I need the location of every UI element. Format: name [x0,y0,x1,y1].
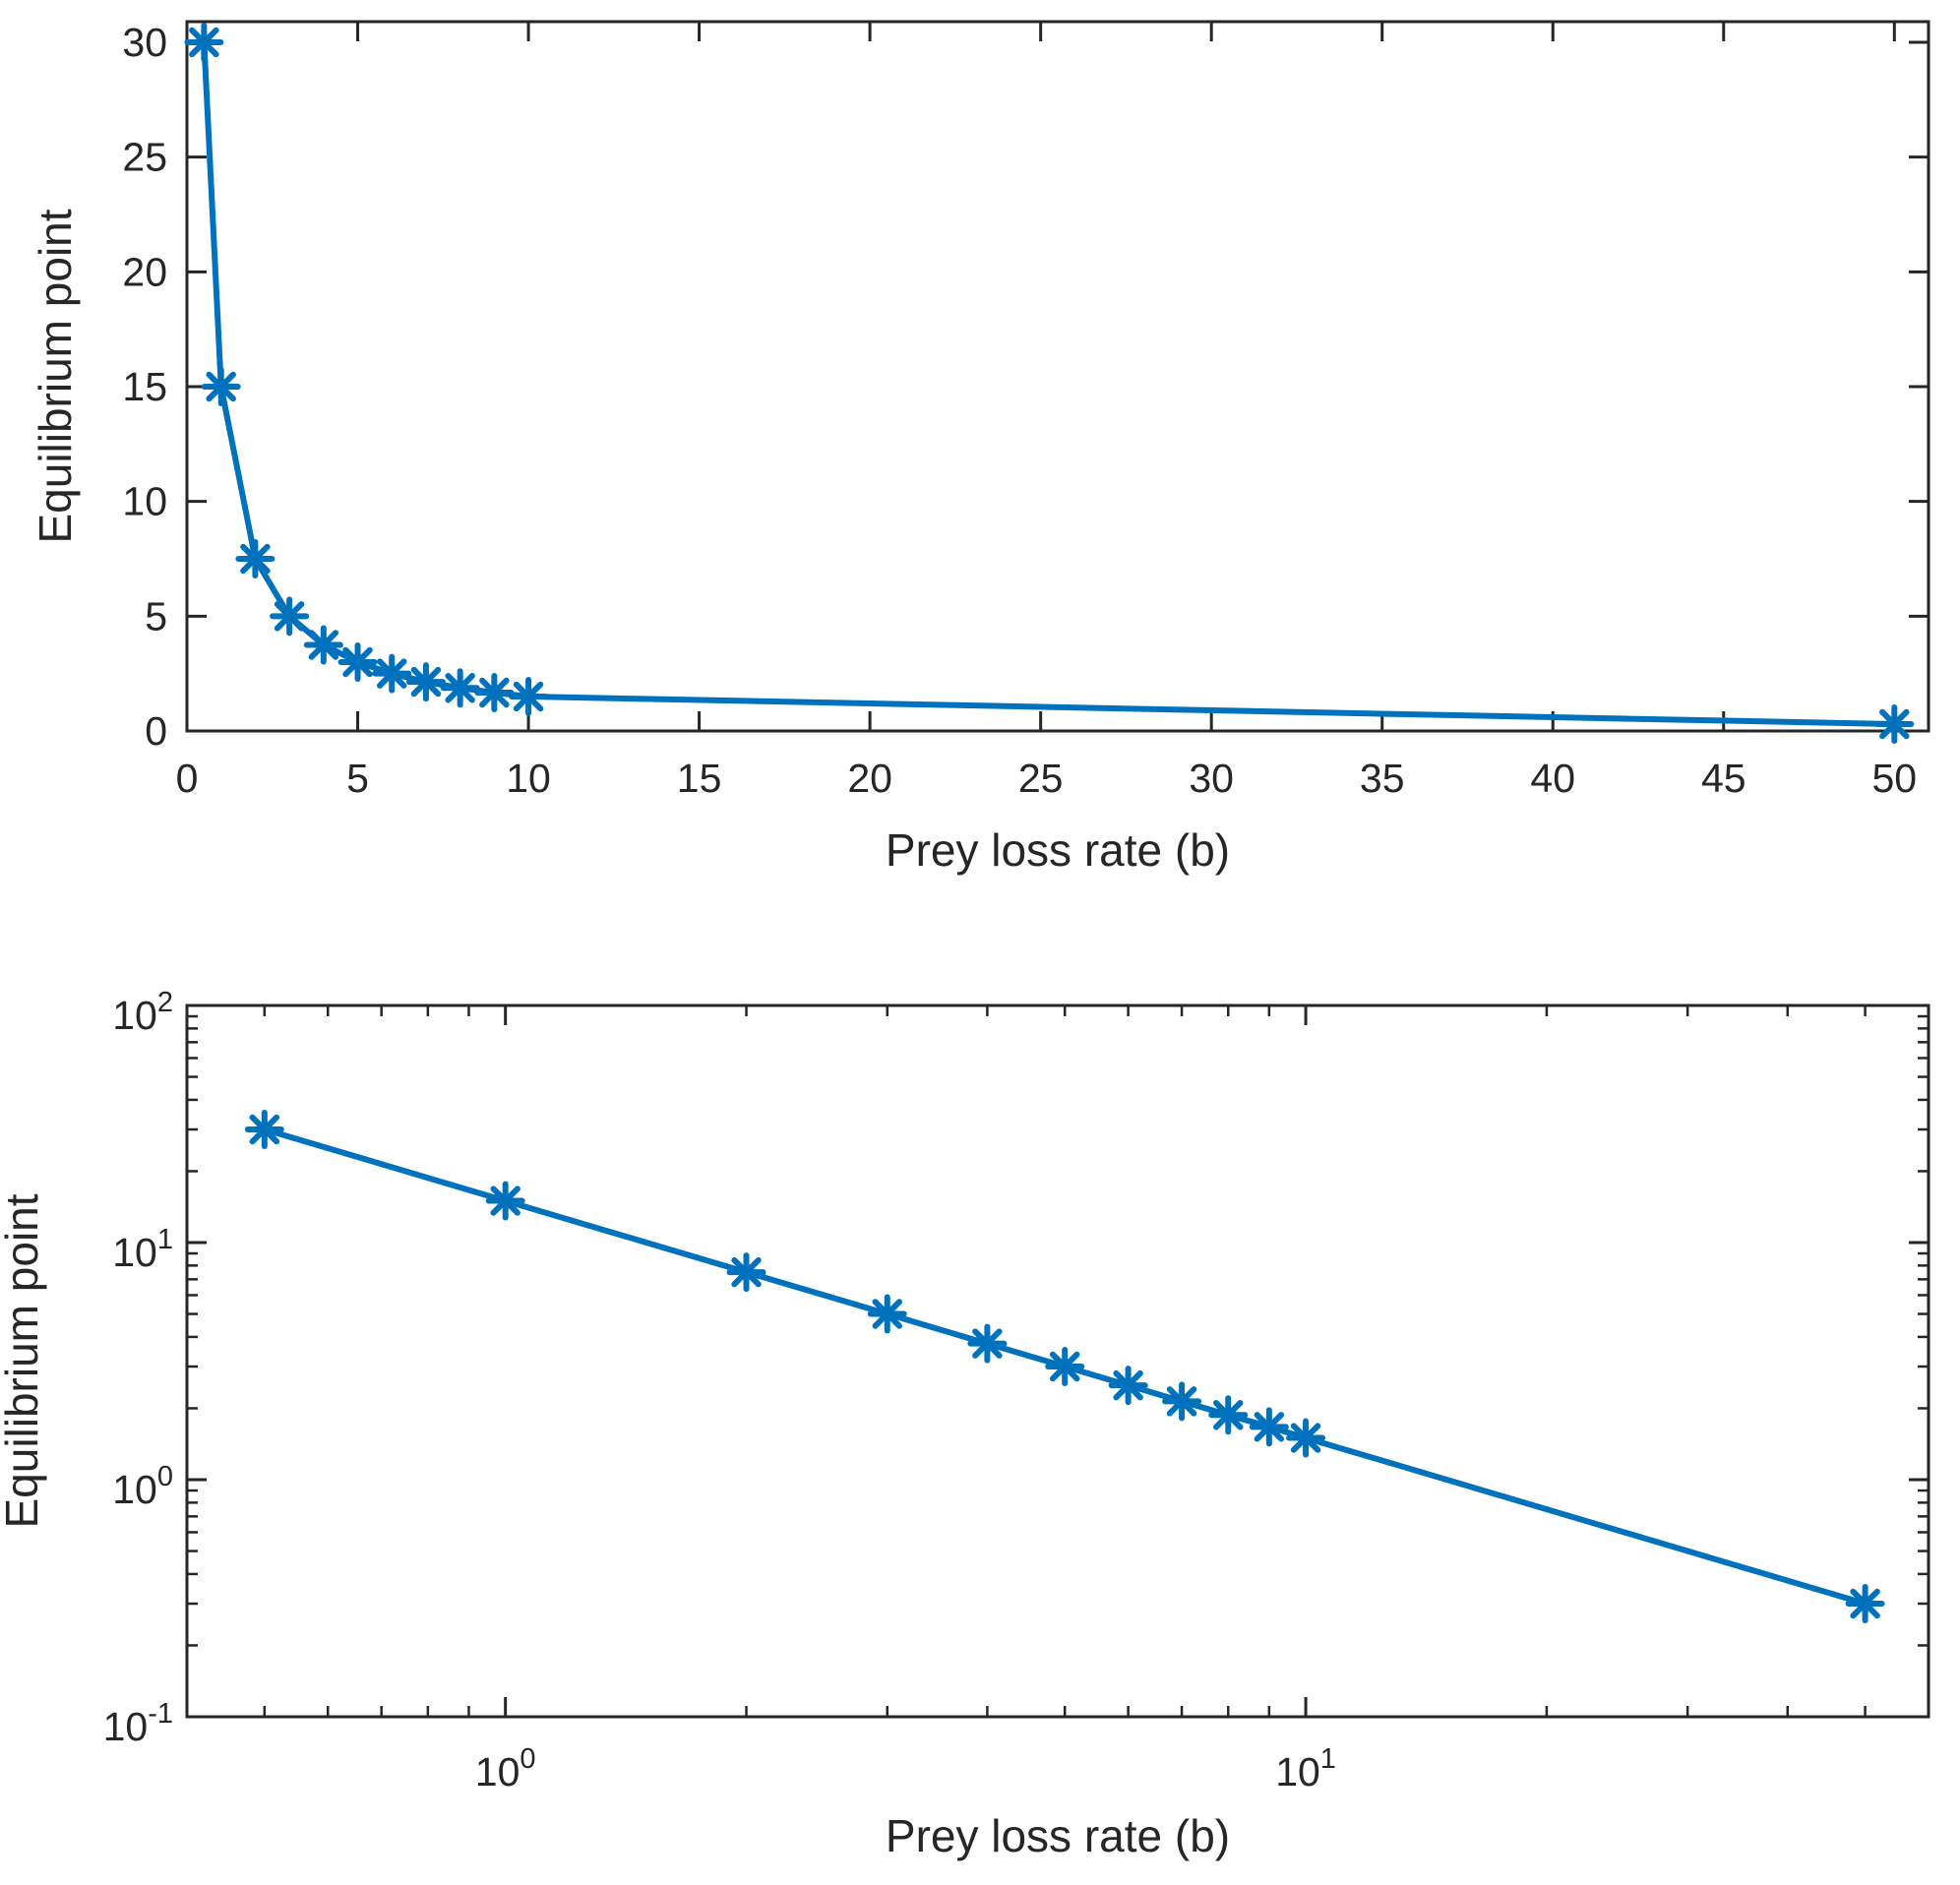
data-point [509,677,549,716]
plot-area-frame [185,1003,1930,1719]
y-tick-label-base: 10 [112,1467,157,1512]
x-tick-label: 35 [1360,756,1405,801]
marker-stroke [872,1299,903,1329]
y-tick-label: 0 [145,708,167,754]
data-point [1249,1407,1289,1447]
x-tick-label: 15 [677,756,722,801]
y-tick-label-exponent: 0 [157,1461,173,1492]
plot-area-frame [185,20,1930,733]
linear-chart: 0 5 10 15 20 25 30 35 40 45 50 0 5 10 15 20 25 30 Prey los… [30,20,1930,876]
x-tick-label: 50 [1871,756,1917,801]
y-tick-label: 25 [122,135,167,180]
x-tick-label: 25 [1018,756,1064,801]
marker-stroke [731,1256,762,1288]
data-point [244,1110,284,1150]
marker-stroke [1290,1423,1321,1453]
x-tick-label: 10 [506,756,551,801]
y-tick-label: 100 [112,1461,173,1512]
x-tick-label-base: 10 [1275,1749,1320,1794]
y-tick-label: 30 [122,20,167,65]
x-tick-label: 101 [1275,1743,1336,1794]
y-tick-label: 20 [122,249,167,294]
data-point [1845,1584,1885,1624]
data-point [184,23,224,62]
marker-stroke [1879,708,1910,740]
data-point [440,668,480,708]
data-point [405,662,446,702]
marker-stroke [342,646,373,678]
data-point [726,1252,766,1293]
y-tick-label: 102 [112,987,173,1038]
x-tick-label: 40 [1530,756,1575,801]
marker-stroke [249,1114,280,1145]
x-tick-label: 5 [346,756,369,801]
marker-stroke [972,1328,1003,1359]
marker-stroke [410,666,442,698]
data-point [867,1294,907,1334]
x-tick-label-exponent: 1 [1320,1743,1336,1775]
x-axis-label: Prey loss rate (b) [886,1810,1230,1861]
y-tick-label-exponent: 1 [157,1224,173,1255]
x-tick-label: 30 [1189,756,1234,801]
y-tick-label: 101 [112,1224,173,1275]
x-tick-label-exponent: 0 [520,1743,535,1775]
marker-stroke [1850,1588,1880,1619]
marker-stroke [1254,1412,1285,1442]
marker-stroke [308,630,339,660]
y-tick-label: 15 [122,364,167,409]
marker-stroke [445,673,475,703]
data-point [485,1181,525,1221]
data-point [337,642,378,682]
x-tick-label: 100 [475,1743,536,1794]
data-point [1874,704,1915,744]
y-axis-label: Equilibrium point [30,209,81,543]
data-point [372,653,412,694]
data-point [1208,1395,1249,1435]
data-point [1162,1381,1202,1422]
data-point [967,1323,1008,1364]
y-tick-label-base: 10 [112,993,157,1038]
data-point [201,367,241,406]
data-point [235,539,276,578]
x-tick-label: 20 [847,756,892,801]
data-point [1108,1366,1148,1406]
y-axis-label: Equilibrium point [0,1193,47,1528]
y-tick-label-base: 10 [103,1704,149,1749]
marker-stroke [1049,1351,1080,1382]
marker-stroke [240,543,271,575]
x-tick-label: 0 [176,756,199,801]
marker-stroke [189,27,219,58]
marker-stroke [376,658,407,689]
y-tick-label-exponent: -1 [148,1698,173,1730]
marker-stroke [1212,1399,1244,1430]
marker-stroke [206,371,236,402]
x-tick-label-base: 10 [475,1749,521,1794]
data-point [474,673,515,713]
marker-stroke [1113,1369,1143,1401]
marker-stroke [1166,1386,1197,1417]
y-tick-label: 5 [145,593,167,638]
marker-stroke [274,601,305,632]
marker-stroke [490,1186,521,1216]
y-tick-label: 10 [122,479,167,524]
marker-stroke [479,677,510,708]
y-tick-label: 10-1 [103,1698,173,1749]
y-tick-label-base: 10 [112,1230,157,1275]
data-point [1045,1347,1085,1387]
marker-stroke [513,681,544,712]
data-point [270,596,310,637]
data-point [1286,1418,1326,1458]
x-tick-label: 45 [1701,756,1746,801]
x-axis-label: Prey loss rate (b) [886,824,1230,876]
data-point [303,625,343,665]
y-tick-label-exponent: 2 [157,987,173,1018]
